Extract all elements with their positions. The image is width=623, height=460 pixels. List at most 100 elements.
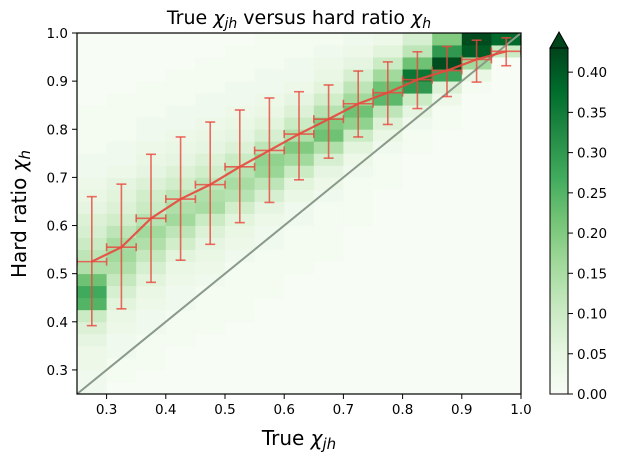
heatmap-cell <box>313 273 344 287</box>
heatmap-cell <box>136 285 167 299</box>
heatmap-cell <box>225 93 255 106</box>
heatmap-cell <box>461 105 492 118</box>
heatmap-cell <box>313 297 344 311</box>
heatmap-cell <box>313 261 344 275</box>
colorbar-tick-label: 0.05 <box>577 347 607 363</box>
heatmap-cell <box>432 285 463 299</box>
heatmap-cell <box>165 309 196 323</box>
heatmap-cell <box>491 225 521 238</box>
heatmap-cell <box>254 57 285 70</box>
heatmap-cell <box>343 57 374 70</box>
y-tick-label: 0.4 <box>47 315 68 331</box>
y-axis: 0.3 0.4 0.5 0.6 0.7 0.8 0.9 1.0 <box>47 26 77 379</box>
heatmap-cell <box>343 261 374 275</box>
heatmap-cell <box>373 165 403 178</box>
heatmap-cell <box>77 189 107 202</box>
errorbar-point <box>312 84 345 159</box>
heatmap-cell <box>343 285 374 299</box>
heatmap-cell <box>225 45 255 58</box>
heatmap-cell <box>402 201 433 214</box>
colorbar-extend-arrow <box>549 30 569 49</box>
heatmap-cell <box>106 369 137 383</box>
heatmap-cell <box>165 261 196 275</box>
heatmap-cell <box>195 261 226 275</box>
heatmap-cell <box>225 33 255 46</box>
heatmap-cell <box>491 117 521 130</box>
heatmap-cell <box>136 117 167 130</box>
heatmap <box>77 33 521 394</box>
colorbar-gradient <box>549 47 569 395</box>
heatmap-cell <box>136 69 167 82</box>
heatmap-cell <box>491 141 521 154</box>
heatmap-cell <box>373 177 403 190</box>
heatmap-cell <box>225 321 255 335</box>
heatmap-cell <box>284 237 315 250</box>
heatmap-cell <box>106 141 137 154</box>
series-layer <box>77 33 521 394</box>
heatmap-cell <box>165 285 196 299</box>
heatmap-cell <box>225 81 255 94</box>
x-tick-label: 1.0 <box>510 402 531 418</box>
heatmap-cell <box>284 57 315 70</box>
heatmap-cell <box>343 249 374 263</box>
heatmap-cell <box>402 369 433 383</box>
x-tick-label: 0.5 <box>214 402 235 418</box>
heatmap-cell <box>432 357 463 371</box>
heatmap-cell <box>284 357 315 371</box>
heatmap-cell <box>343 153 374 166</box>
heatmap-cell <box>165 45 196 58</box>
heatmap-cell <box>313 69 344 82</box>
heatmap-cell <box>343 309 374 323</box>
heatmap-cell <box>343 177 374 190</box>
heatmap-cell <box>77 381 107 394</box>
heatmap-cell <box>284 69 315 82</box>
heatmap-cell <box>402 261 433 275</box>
heatmap-cell <box>461 237 492 250</box>
heatmap-cell <box>254 285 285 299</box>
heatmap-cell <box>225 333 255 347</box>
heatmap-cell <box>225 249 255 263</box>
heatmap-cell <box>254 297 285 311</box>
heatmap-cell <box>461 333 492 347</box>
heatmap-cell <box>491 69 521 82</box>
heatmap-cell <box>77 153 107 166</box>
heatmap-cell <box>373 369 403 383</box>
heatmap-cell <box>373 321 403 335</box>
heatmap-cell <box>491 237 521 250</box>
heatmap-cell <box>77 369 107 383</box>
colorbar-tick-label: 0.20 <box>577 226 607 242</box>
heatmap-cell <box>402 357 433 371</box>
heatmap-cell <box>402 141 433 154</box>
heatmap-cell <box>491 81 521 94</box>
heatmap-cell <box>491 105 521 118</box>
heatmap-cell <box>343 201 374 214</box>
heatmap-cell <box>136 333 167 347</box>
errorbar-point <box>342 70 374 138</box>
heatmap-cell <box>402 309 433 323</box>
heatmap-cell <box>491 213 521 226</box>
heatmap-cell <box>373 201 403 214</box>
heatmap-cell <box>106 33 137 46</box>
heatmap-cell <box>195 309 226 323</box>
heatmap-cell <box>225 225 255 238</box>
heatmap-cell <box>195 333 226 347</box>
heatmap-cell <box>373 33 403 46</box>
heatmap-cell <box>461 33 492 46</box>
heatmap-cell <box>432 177 463 190</box>
heatmap-cell <box>373 213 403 226</box>
heatmap-cell <box>254 201 285 214</box>
heatmap-cell <box>343 321 374 335</box>
colorbar-tick-label: 0.40 <box>577 65 607 81</box>
heatmap-cell <box>343 333 374 347</box>
heatmap-cell <box>343 273 374 287</box>
heatmap-cell <box>284 177 315 190</box>
heatmap-cell <box>491 153 521 166</box>
heatmap-cell <box>313 213 344 226</box>
heatmap-cell <box>491 177 521 190</box>
heatmap-cell <box>491 309 521 323</box>
heatmap-cell <box>461 297 492 311</box>
heatmap-cell <box>225 297 255 311</box>
heatmap-cell <box>343 165 374 178</box>
heatmap-cell <box>225 309 255 323</box>
